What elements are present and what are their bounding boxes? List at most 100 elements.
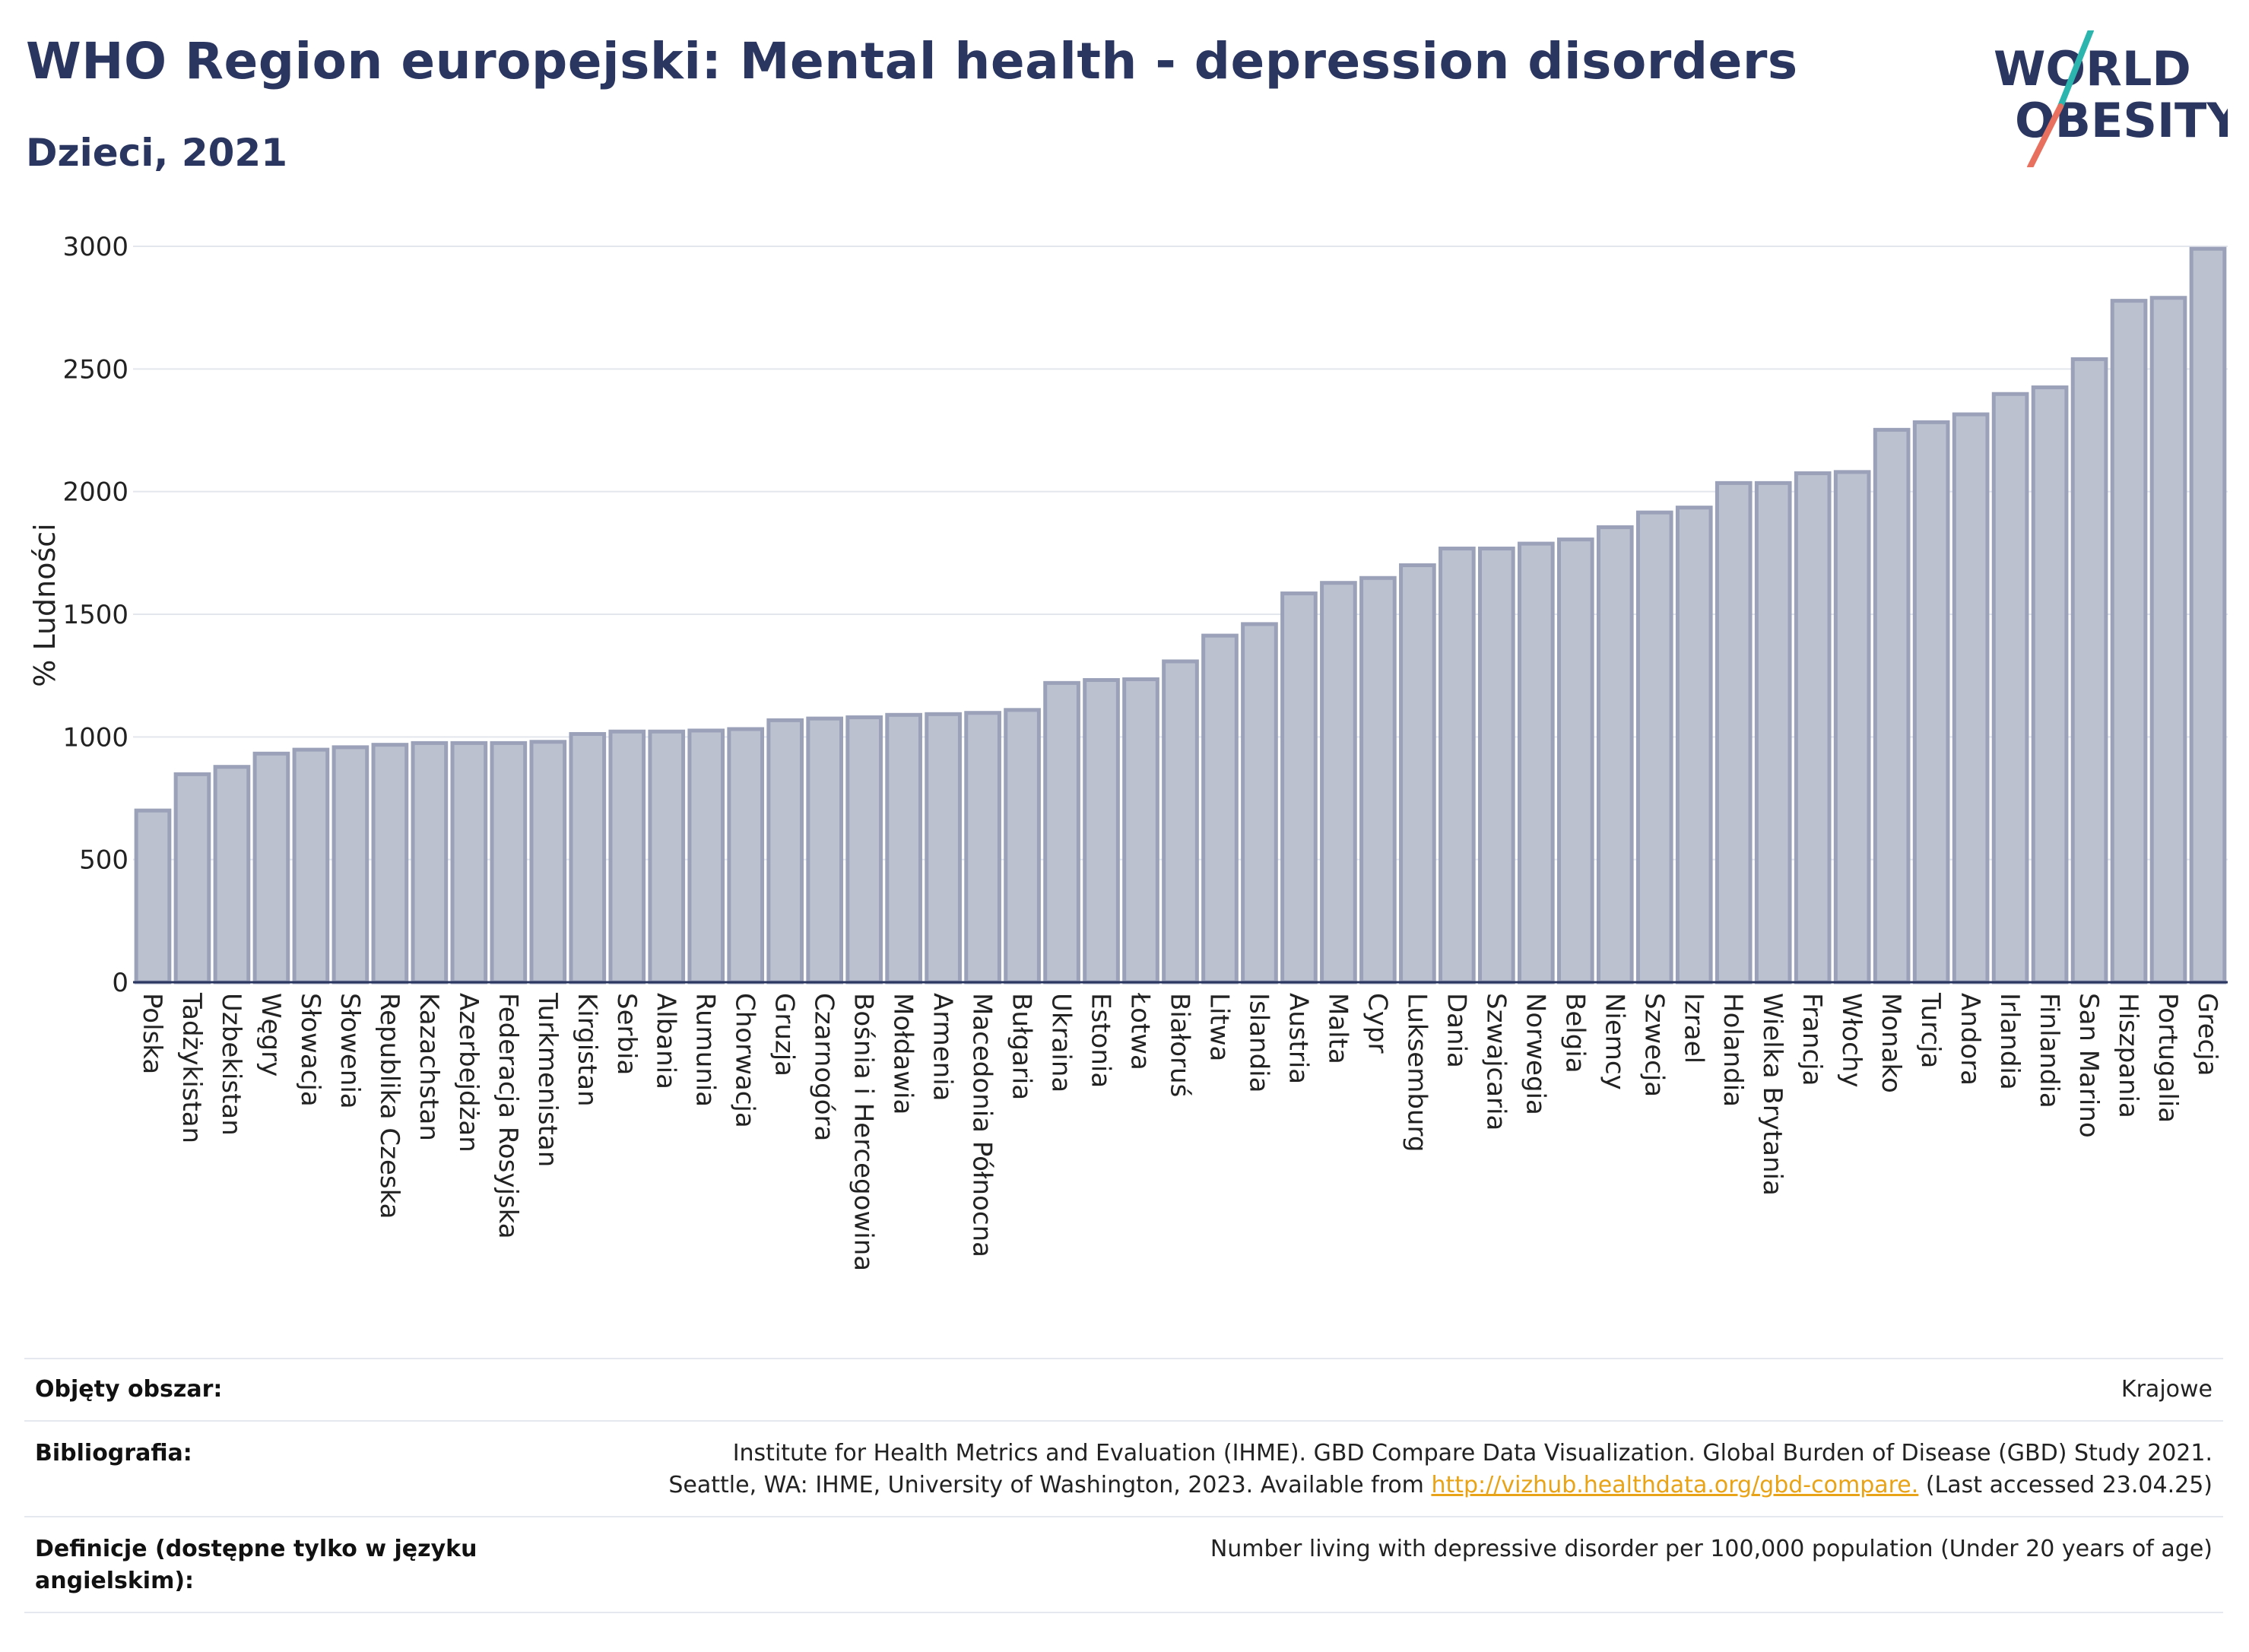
bar [173,772,211,985]
bar [727,727,765,985]
bar [1794,471,1832,985]
bar [1004,708,1041,985]
x-tick-label: Białoruś [1165,993,1195,1097]
x-tick-label: Włochy [1836,993,1867,1087]
chart-title: WHO Region europejski: Mental health - d… [26,32,1798,90]
x-tick-label: Bośnia i Hercegowina [849,993,879,1271]
x-tick-label: Czarnogóra [809,993,839,1141]
x-tick-label: Hiszpania [2113,993,2143,1118]
bar [1122,677,1159,985]
x-tick-label: Armenia [928,993,958,1102]
bar [411,740,449,985]
x-tick-label: Litwa [1204,993,1234,1061]
bar [213,765,251,985]
bar [1833,470,1871,985]
chart-subtitle: Dzieci, 2021 [26,131,287,175]
y-tick-label: 0 [112,968,128,998]
bar [1320,581,1357,985]
x-tick-label: Szwajcaria [1480,993,1511,1130]
y-tick-label: 1000 [62,722,128,753]
y-tick-label: 500 [79,845,128,876]
bar [529,740,567,985]
coverage-row: Objęty obszar: Krajowe [24,1358,2223,1422]
x-tick-label: Uzbekistan [216,993,246,1136]
bar [569,731,607,985]
definitions-row: Definicje (dostępne tylko w języku angie… [24,1516,2223,1613]
coverage-value: Krajowe [2121,1376,2213,1403]
bar [252,751,290,985]
bar [1952,412,1990,985]
bar [1439,547,1476,985]
bar [134,808,172,985]
y-tick-label: 2500 [62,354,128,385]
coverage-label: Objęty obszar: [35,1376,223,1403]
x-tick-label: Mołdawia [888,993,918,1115]
bar [1556,537,1594,985]
x-tick-label: Turkmenistan [532,992,563,1167]
bar [1241,622,1278,985]
bar [371,743,409,985]
bar [490,740,528,985]
bar [1162,659,1199,985]
x-tick-label: Grecja [2192,993,2222,1076]
x-tick-label: Węgry [255,993,286,1076]
bar [2070,357,2108,985]
bar [925,712,962,985]
x-axis-ticks: Polska Tadżykistan Uzbekistan Węgry Słowacja… [137,992,2222,1271]
bar [1635,510,1673,985]
x-tick-label: Bułgaria [1007,993,1037,1100]
bar [1478,547,1515,985]
y-tick-label: 2000 [62,477,128,508]
x-tick-label: Federacja Rosyjska [493,993,523,1239]
bar [885,712,922,985]
bar [964,711,1001,985]
x-tick-label: Cypr [1362,993,1392,1053]
x-tick-label: Słowacja [295,993,325,1107]
bar [1675,506,1713,985]
x-tick-label: Rumunia [690,993,721,1107]
x-tick-label: San Marino [2073,993,2104,1138]
definitions-label-line-2: angielskim): [35,1568,195,1594]
bar [292,747,330,985]
x-tick-label: Łotwa [1125,992,1156,1070]
bar-chart: 0 500 1000 1500 2000 2500 3000 Polska Tadżykist… [28,232,2228,1271]
logo-slash-teal [2057,30,2094,109]
x-tick-label: Niemcy [1599,993,1629,1090]
bar [1754,480,1792,985]
bar [1517,541,1555,985]
y-axis-label: % Ludności [28,523,62,686]
y-tick-label: 1500 [62,600,128,630]
bar [1083,677,1120,985]
bar [2149,296,2187,985]
x-tick-label: Estonia [1086,993,1116,1088]
bibliography-line-2: Seattle, WA: IHME, University of Washing… [668,1470,2213,1501]
bar [1991,392,2029,985]
bar [1399,563,1436,985]
bibliography-link[interactable]: http://vizhub.healthdata.org/gbd-compare… [1431,1472,1919,1498]
x-tick-label: Kirgistan [572,993,602,1107]
bar [687,728,725,985]
x-tick-label: Monako [1876,993,1906,1093]
bar [2189,246,2227,985]
bibliography-row: Bibliografia: Institute for Health Metri… [24,1420,2223,1517]
bar [1873,427,1911,985]
x-tick-label: Gruzja [769,993,800,1076]
bottom-divider [24,1612,2223,1613]
x-tick-label: Kazachstan [414,993,444,1141]
x-tick-label: Irlandia [1994,993,2025,1090]
bar [608,729,646,985]
x-tick-label: Austria [1283,993,1313,1084]
x-tick-label: Norwegia [1520,993,1550,1115]
bibliography-line-2-prefix: Seattle, WA: IHME, University of Washing… [668,1472,1432,1498]
bar [845,715,883,985]
bibliography-label: Bibliografia: [35,1440,192,1467]
logo-slash-coral [2027,103,2063,167]
x-tick-label: Belgia [1559,993,1590,1073]
bibliography-line-1: Institute for Health Metrics and Evaluat… [732,1440,2213,1467]
definitions-label-line-1: Definicje (dostępne tylko w języku [35,1536,477,1562]
x-tick-label: Republika Czeska [374,993,404,1219]
x-tick-label: Andora [1955,993,1985,1086]
bar [766,718,804,985]
x-tick-label: Izrael [1678,993,1708,1064]
bar [1912,420,1950,985]
